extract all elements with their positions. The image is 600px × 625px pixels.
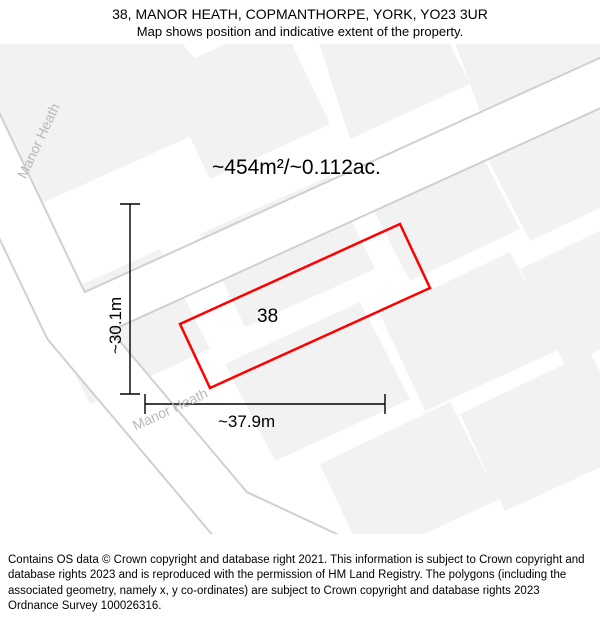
page-subtitle: Map shows position and indicative extent…: [10, 24, 590, 39]
area-label: ~454m²/~0.112ac.: [212, 156, 381, 180]
plot-number-label: 38: [257, 306, 278, 328]
header: 38, MANOR HEATH, COPMANTHORPE, YORK, YO2…: [0, 0, 600, 41]
map-svg: [0, 44, 600, 534]
height-dimension-label: ~30.1m: [106, 297, 126, 354]
page: 38, MANOR HEATH, COPMANTHORPE, YORK, YO2…: [0, 0, 600, 625]
page-title: 38, MANOR HEATH, COPMANTHORPE, YORK, YO2…: [10, 6, 590, 22]
width-dimension-label: ~37.9m: [218, 412, 275, 432]
footnote: Contains OS data © Crown copyright and d…: [0, 547, 600, 625]
map-area: ~454m²/~0.112ac. ~30.1m ~37.9m 38 Manor …: [0, 44, 600, 534]
